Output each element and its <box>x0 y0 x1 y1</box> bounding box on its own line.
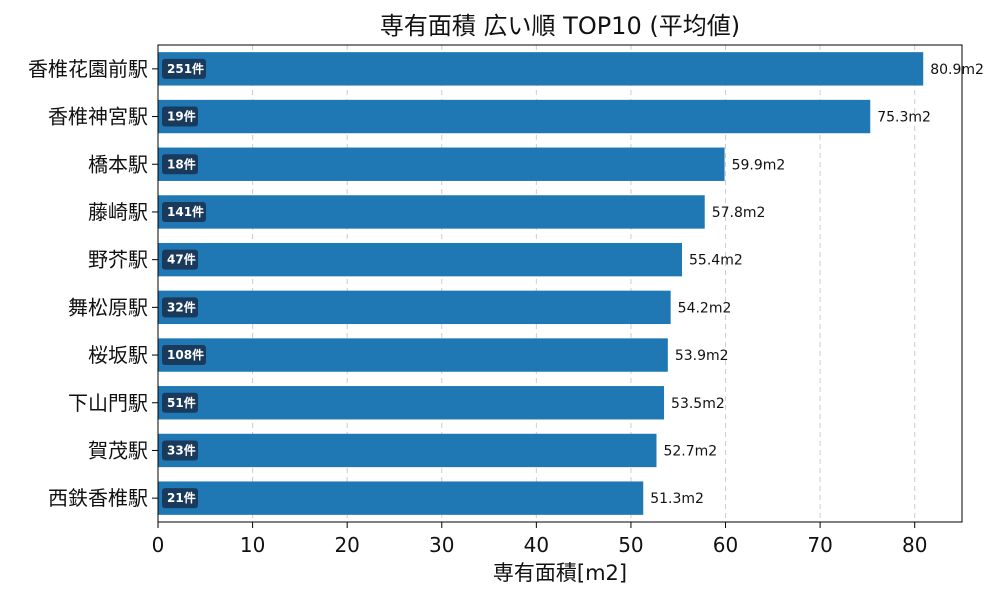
y-tick-label: 橋本駅 <box>88 152 148 176</box>
y-tick-label: 香椎神宮駅 <box>48 105 148 129</box>
count-badge <box>162 58 206 79</box>
x-tick-label: 70 <box>807 533 832 557</box>
x-tick-label: 0 <box>152 533 165 557</box>
chart-title: 専有面積 広い順 TOP10 (平均値) <box>380 12 740 40</box>
bar <box>158 290 671 325</box>
count-badge <box>162 154 198 175</box>
bars <box>158 52 924 515</box>
count-badge <box>162 297 198 318</box>
count-badge <box>162 249 198 270</box>
count-badge <box>162 345 206 366</box>
y-tick-label: 野芥駅 <box>88 248 148 272</box>
bar-value-label: 54.2m2 <box>678 300 732 316</box>
bar <box>158 338 668 372</box>
count-badge <box>162 201 206 222</box>
count-label: 108件 <box>167 347 204 362</box>
count-label: 141件 <box>167 204 204 219</box>
x-tick-label: 20 <box>334 533 359 557</box>
bar-value-label: 80.9m2 <box>930 62 984 78</box>
bar <box>158 147 725 181</box>
bar <box>158 99 871 134</box>
y-tick-label: 下山門駅 <box>68 391 148 415</box>
count-badge <box>162 440 198 461</box>
y-tick-label: 桜坂駅 <box>88 343 148 367</box>
count-badge <box>162 488 198 509</box>
bar-value-label: 57.8m2 <box>712 205 766 221</box>
bar-value-label: 53.5m2 <box>671 396 725 412</box>
x-axis-label: 専有面積[m2] <box>493 561 627 585</box>
count-label: 18件 <box>167 156 196 171</box>
axes: 0 10 20 30 40 50 60 70 80 <box>152 68 927 557</box>
bar <box>158 242 683 277</box>
bar-value-label: 59.9m2 <box>732 157 786 173</box>
bar-value-label: 53.9m2 <box>675 348 729 364</box>
bar <box>158 386 665 420</box>
x-tick-label: 10 <box>240 533 265 557</box>
count-label: 21件 <box>167 490 196 505</box>
bar <box>158 195 705 229</box>
count-badge <box>162 106 198 127</box>
plot-area-frame <box>157 44 963 523</box>
bar <box>158 481 644 515</box>
y-tick-label: 藤崎駅 <box>88 200 148 224</box>
bar-value-label: 55.4m2 <box>689 253 743 269</box>
count-label: 33件 <box>167 442 196 457</box>
bar-value-label: 52.7m2 <box>663 443 717 459</box>
count-label: 51件 <box>167 395 196 410</box>
bar <box>158 433 657 468</box>
y-tick-label: 賀茂駅 <box>88 438 148 462</box>
count-label: 32件 <box>167 299 196 314</box>
y-tick-label: 西鉄香椎駅 <box>48 486 148 510</box>
count-label: 251件 <box>167 61 204 76</box>
count-label: 19件 <box>167 109 196 124</box>
x-tick-label: 40 <box>524 533 549 557</box>
x-tick-label: 80 <box>902 533 927 557</box>
x-tick-label: 50 <box>618 533 643 557</box>
bar-value-label: 75.3m2 <box>877 110 931 126</box>
y-tick-label: 舞松原駅 <box>68 295 148 319</box>
x-tick-label: 30 <box>429 533 454 557</box>
x-tick-label: 60 <box>713 533 738 557</box>
bar-value-label: 51.3m2 <box>650 491 704 507</box>
count-label: 47件 <box>167 252 196 267</box>
y-tick-label: 香椎花園前駅 <box>28 57 148 81</box>
count-badge <box>162 392 198 413</box>
bar <box>158 52 924 86</box>
